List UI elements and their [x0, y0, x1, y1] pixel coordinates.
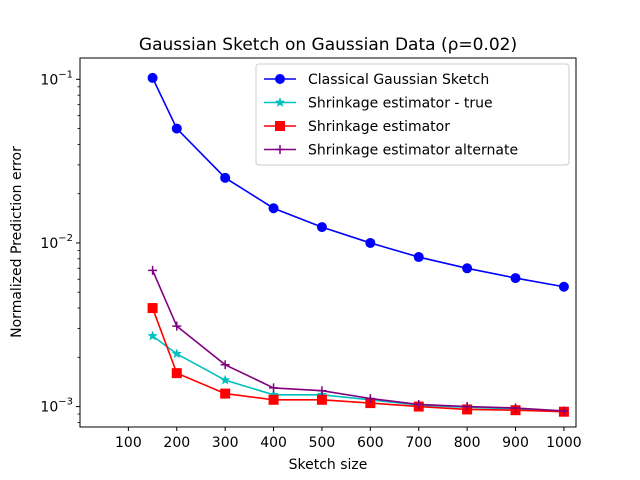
- data-point: [171, 368, 182, 379]
- data-point: [268, 394, 279, 405]
- legend: Classical Gaussian Sketch Shrinkage estim…: [255, 63, 570, 166]
- chart-title: Gaussian Sketch on Gaussian Data (ρ=0.02…: [139, 35, 517, 55]
- data-point: [147, 72, 158, 83]
- legend-marker: [275, 74, 285, 84]
- data-point: [148, 265, 158, 275]
- legend-label: Shrinkage estimator - true: [308, 96, 493, 112]
- data-point: [462, 263, 473, 274]
- legend-marker: [275, 121, 285, 131]
- data-point: [219, 374, 231, 385]
- y-axis-label: Normalized Prediction error: [9, 146, 25, 338]
- data-point: [414, 399, 424, 409]
- data-point: [220, 388, 231, 399]
- data-point: [559, 406, 569, 416]
- x-tick-label: 100: [115, 435, 142, 451]
- series-line: [152, 335, 564, 413]
- data-point: [147, 330, 158, 341]
- data-point: [172, 321, 182, 331]
- data-point: [316, 222, 327, 233]
- legend-label: Shrinkage estimator: [308, 119, 450, 135]
- x-axis-label: Sketch size: [289, 457, 368, 473]
- legend-item: Shrinkage estimator - true: [264, 96, 493, 112]
- data-point: [220, 360, 230, 370]
- data-point: [413, 252, 424, 263]
- x-tick-label: 900: [502, 435, 529, 451]
- data-point: [171, 123, 182, 134]
- x-tick-label: 700: [405, 435, 432, 451]
- plot-area: [147, 72, 570, 417]
- x-tick-label: 200: [163, 435, 190, 451]
- data-point: [268, 203, 279, 214]
- x-tick-label: 1000: [546, 435, 582, 451]
- data-point: [147, 303, 158, 314]
- series-line: [151, 307, 564, 413]
- legend-marker: [274, 96, 286, 107]
- series-line: [151, 270, 564, 412]
- data-point: [510, 273, 521, 284]
- data-point: [220, 172, 231, 183]
- series-4: [148, 265, 569, 416]
- y-axis: 10−1 10−2 10−3: [40, 69, 80, 423]
- legend-marker: [275, 145, 285, 154]
- series-line: [151, 77, 565, 288]
- series-1: [147, 72, 569, 292]
- x-tick-label: 400: [260, 435, 287, 451]
- legend-item: Shrinkage estimator alternate: [264, 143, 518, 159]
- x-tick-label: 500: [309, 435, 336, 451]
- x-tick-label: 800: [454, 435, 481, 451]
- legend-box: [255, 63, 570, 166]
- data-point: [171, 348, 183, 359]
- y-tick-label: 10−1: [40, 69, 73, 88]
- data-point: [269, 383, 279, 393]
- data-point: [365, 394, 375, 404]
- data-point: [511, 403, 521, 413]
- legend-label: Classical Gaussian Sketch: [308, 72, 489, 88]
- data-point: [317, 386, 327, 396]
- legend-item: Classical Gaussian Sketch: [264, 72, 489, 88]
- y-tick-label: 10−3: [40, 397, 73, 416]
- data-point: [316, 394, 327, 405]
- y-tick-label: 10−2: [40, 233, 73, 252]
- data-point: [365, 237, 376, 248]
- legend-label: Shrinkage estimator alternate: [308, 143, 518, 159]
- x-tick-label: 600: [357, 435, 384, 451]
- data-point: [462, 402, 472, 412]
- legend-item: Shrinkage estimator: [264, 119, 450, 135]
- x-tick-label: 300: [212, 435, 239, 451]
- x-axis: 100 200 300 400 500 600 700 800 900 1000: [115, 427, 582, 451]
- data-point: [558, 281, 569, 292]
